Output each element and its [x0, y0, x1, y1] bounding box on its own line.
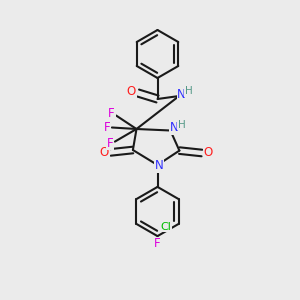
Text: N: N	[154, 159, 164, 172]
Text: O: O	[100, 146, 109, 159]
Text: F: F	[104, 121, 111, 134]
Text: O: O	[203, 146, 212, 160]
Text: O: O	[127, 85, 136, 98]
Text: F: F	[107, 137, 114, 150]
Text: F: F	[108, 107, 115, 120]
Text: N: N	[177, 88, 186, 101]
Text: H: H	[185, 86, 193, 96]
Text: F: F	[154, 237, 161, 250]
Text: H: H	[178, 119, 186, 130]
Text: Cl: Cl	[160, 222, 171, 232]
Text: N: N	[169, 121, 178, 134]
